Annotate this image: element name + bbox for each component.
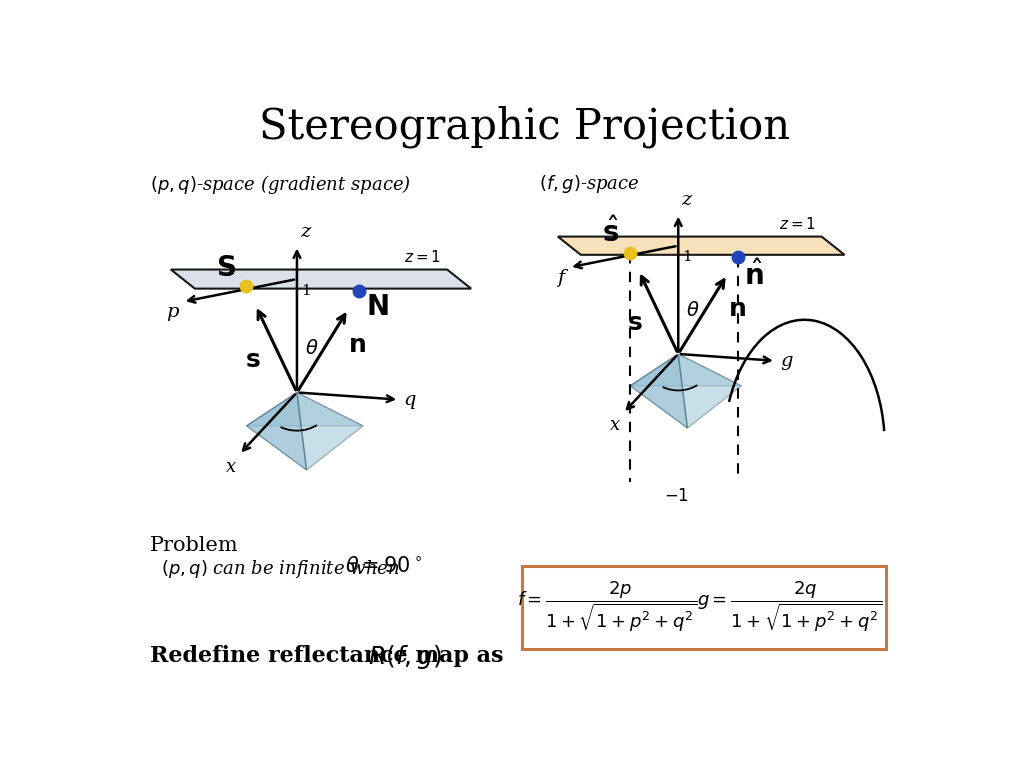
Polygon shape	[247, 392, 306, 470]
Text: x: x	[610, 416, 621, 434]
Text: $\mathbf{s}$: $\mathbf{s}$	[245, 348, 260, 372]
Text: 1: 1	[301, 284, 310, 298]
Polygon shape	[630, 354, 687, 428]
Text: x: x	[226, 458, 237, 475]
Text: $z=1$: $z=1$	[779, 216, 816, 232]
Text: $(p,q)$-space (gradient space): $(p,q)$-space (gradient space)	[150, 173, 411, 196]
Text: Problem: Problem	[150, 537, 239, 555]
Text: $\hat{\mathbf{s}}$: $\hat{\mathbf{s}}$	[602, 217, 620, 248]
Text: $f = \dfrac{2p}{1+\sqrt{1+p^2+q^2}}$: $f = \dfrac{2p}{1+\sqrt{1+p^2+q^2}}$	[517, 580, 697, 635]
Text: z: z	[300, 223, 310, 241]
Text: $\hat{\mathbf{n}}$: $\hat{\mathbf{n}}$	[744, 260, 764, 291]
Text: $\mathbf{n}$: $\mathbf{n}$	[348, 333, 367, 356]
Text: $\mathbf{S}$: $\mathbf{S}$	[216, 255, 236, 282]
Text: $\mathbf{n}$: $\mathbf{n}$	[728, 297, 745, 321]
Text: $\theta = 90^\circ$: $\theta = 90^\circ$	[345, 557, 422, 577]
Text: q: q	[403, 391, 416, 409]
Text: Redefine reflectance map as: Redefine reflectance map as	[150, 645, 503, 667]
FancyBboxPatch shape	[521, 566, 886, 649]
Text: g: g	[780, 352, 793, 370]
Text: $\theta$: $\theta$	[686, 302, 699, 320]
Text: $\theta$: $\theta$	[305, 339, 318, 358]
Text: $\mathbf{N}$: $\mathbf{N}$	[366, 294, 388, 321]
Text: $g = \dfrac{2q}{1+\sqrt{1+p^2+q^2}}$: $g = \dfrac{2q}{1+\sqrt{1+p^2+q^2}}$	[696, 580, 882, 635]
Polygon shape	[678, 354, 741, 428]
Text: $(f,g)$-space: $(f,g)$-space	[539, 173, 639, 195]
Text: z: z	[681, 191, 691, 209]
Polygon shape	[630, 354, 741, 386]
Polygon shape	[171, 270, 471, 289]
Text: $R(f,g)$: $R(f,g)$	[369, 644, 442, 671]
Text: p: p	[166, 303, 178, 321]
Text: $(p,q)$ can be infinite when: $(p,q)$ can be infinite when	[161, 558, 399, 580]
Text: $z=1$: $z=1$	[404, 249, 441, 265]
Text: $-1$: $-1$	[664, 488, 689, 505]
Polygon shape	[297, 392, 364, 470]
Text: $\mathbf{s}$: $\mathbf{s}$	[627, 311, 643, 336]
Polygon shape	[558, 237, 845, 255]
Polygon shape	[247, 392, 364, 426]
Text: Stereographic Projection: Stereographic Projection	[259, 105, 791, 148]
Text: f: f	[557, 269, 564, 287]
Text: 1: 1	[682, 250, 692, 264]
